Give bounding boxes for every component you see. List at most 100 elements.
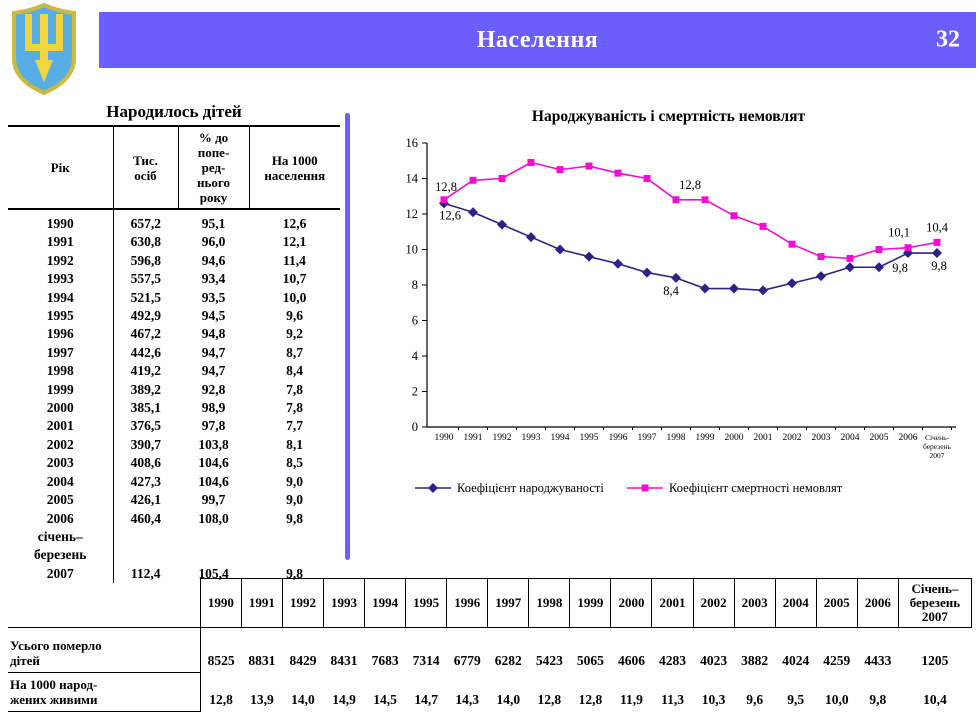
corner-cell <box>8 578 201 628</box>
value-cell: 426,1 <box>130 492 161 508</box>
year-column-header: 2004 <box>774 578 817 628</box>
value-cell: 12,6 <box>282 216 307 231</box>
value-cell: 10,0 <box>282 289 307 305</box>
value-cell: 9,8 <box>286 510 303 526</box>
data-point-square <box>846 254 854 262</box>
year-cell: 2006 <box>8 509 114 528</box>
births-table-panel: Народилось дітей Рік Тис. осіб% до попе- … <box>8 102 340 584</box>
data-point-diamond <box>700 283 710 294</box>
value-cell: 8,7 <box>286 344 303 360</box>
table-row: 1990 657,2 95,1 12,6 <box>8 209 340 234</box>
value-cell: 105,4 <box>198 565 229 581</box>
data-point-diamond <box>845 262 855 273</box>
value-cell: 8525 <box>207 652 235 668</box>
table-row: 1997 442,6 94,7 8,7 <box>8 343 340 363</box>
value-cell: 9,2 <box>286 326 303 342</box>
x-tick-label: 1997 <box>638 433 657 443</box>
value-cell: 442,6 <box>130 344 161 360</box>
value-cell: 14,5 <box>373 691 397 707</box>
table-row: 2003 408,6 104,6 8,5 <box>8 454 340 473</box>
data-point-square <box>614 169 622 177</box>
value-cell: 92,8 <box>201 381 226 397</box>
table-row: 1998 419,2 94,7 8,4 <box>8 362 340 381</box>
x-tick-label: 2003 <box>812 433 831 443</box>
value-cell: 408,6 <box>130 455 161 471</box>
value-cell: 95,1 <box>201 216 226 231</box>
table-row: 2002 390,7 103,8 8,1 <box>8 435 340 455</box>
data-label: 12,8 <box>435 180 457 194</box>
value-cell: 10,0 <box>824 691 849 707</box>
year-cell: 1997 <box>8 343 114 363</box>
year-column-header: 1997 <box>487 578 530 628</box>
deaths-table-body: Усього померло дітей 8525 8831 8429 8431 7683… <box>8 627 972 712</box>
table-row: 1992 596,8 94,6 11,4 <box>8 251 340 271</box>
table-row: 1994 521,5 93,5 10,0 <box>8 288 340 308</box>
page-title: Населення <box>476 26 599 53</box>
data-point-square <box>875 246 883 253</box>
x-tick-label: 2006 <box>899 433 918 443</box>
value-cell: 3882 <box>741 652 769 668</box>
table-row: 1996 467,2 94,8 9,2 <box>8 325 340 344</box>
value-cell: 12,8 <box>537 691 562 707</box>
value-cell: 9,6 <box>286 308 303 324</box>
column-header: Рік <box>8 125 113 210</box>
year-column-header: 2000 <box>610 578 653 628</box>
value-cell: 7,8 <box>286 400 303 416</box>
value-cell: 1205 <box>921 652 949 668</box>
value-cell: 11,9 <box>620 691 643 707</box>
year-cell: 1990 <box>8 209 114 234</box>
chart-title: Народжуваність і смертність немовлят <box>531 108 806 125</box>
year-cell: 1996 <box>8 325 114 344</box>
x-tick-label: 1995 <box>580 433 599 443</box>
value-cell: 14,7 <box>414 691 438 707</box>
year-cell: 2001 <box>8 417 114 436</box>
value-cell: 7,7 <box>286 418 303 434</box>
divider-bar <box>345 113 350 560</box>
value-cell: 12,1 <box>282 234 307 250</box>
legend-marker <box>641 484 649 492</box>
value-cell: 8,1 <box>286 436 303 452</box>
value-cell: 390,7 <box>130 436 161 452</box>
value-cell: 8,5 <box>286 455 303 471</box>
value-cell: 98,9 <box>201 400 226 416</box>
value-cell: 596,8 <box>130 252 161 268</box>
trident-icon <box>25 14 63 82</box>
year-cell: 2004 <box>8 472 114 492</box>
value-cell: 94,6 <box>201 252 226 268</box>
year-column-header: 2005 <box>815 578 858 628</box>
legend-marker <box>428 483 438 493</box>
value-cell: 521,5 <box>130 289 161 305</box>
table-row: 1993 557,5 93,4 10,7 <box>8 270 340 289</box>
x-tick-label: 1999 <box>696 433 715 443</box>
value-cell: 492,9 <box>130 308 161 324</box>
table-row: На 1000 народ- жених живими 12,8 13,9 14,0 1… <box>8 672 972 712</box>
data-point-square <box>701 196 709 204</box>
year-column-header: 2006 <box>856 578 899 628</box>
value-cell: 6282 <box>494 652 522 668</box>
value-cell: 11,3 <box>661 691 684 707</box>
x-tick-label: 2000 <box>725 433 744 443</box>
value-cell: 9,8 <box>869 691 887 707</box>
value-cell: 104,6 <box>198 455 229 471</box>
year-cell: 1998 <box>8 362 114 381</box>
year-column-header: 2003 <box>733 578 776 628</box>
data-label: 9,8 <box>931 259 947 273</box>
value-cell: 427,3 <box>130 473 161 489</box>
value-cell: 385,1 <box>130 400 161 416</box>
x-tick-label: 1990 <box>435 433 454 443</box>
value-cell: 460,4 <box>130 510 161 526</box>
y-tick-label: 10 <box>406 243 419 257</box>
value-cell: 97,8 <box>201 418 226 434</box>
value-cell: 112,4 <box>130 565 161 581</box>
year-column-header: 2001 <box>651 578 694 628</box>
year-cell: 2005 <box>8 491 114 510</box>
value-cell: 99,7 <box>201 492 226 508</box>
x-tick-label: 2005 <box>870 433 889 443</box>
data-point-square <box>672 196 680 204</box>
data-point-square <box>759 222 767 230</box>
data-point-diamond <box>642 267 652 278</box>
deaths-table-panel: 1990 1991 1992 1993 1994 1995 1996 1997 1998 1999… <box>8 578 973 712</box>
data-point-diamond <box>874 262 884 273</box>
infant-mortality-line <box>443 161 938 260</box>
table-row: 2004 427,3 104,6 9,0 <box>8 472 340 492</box>
